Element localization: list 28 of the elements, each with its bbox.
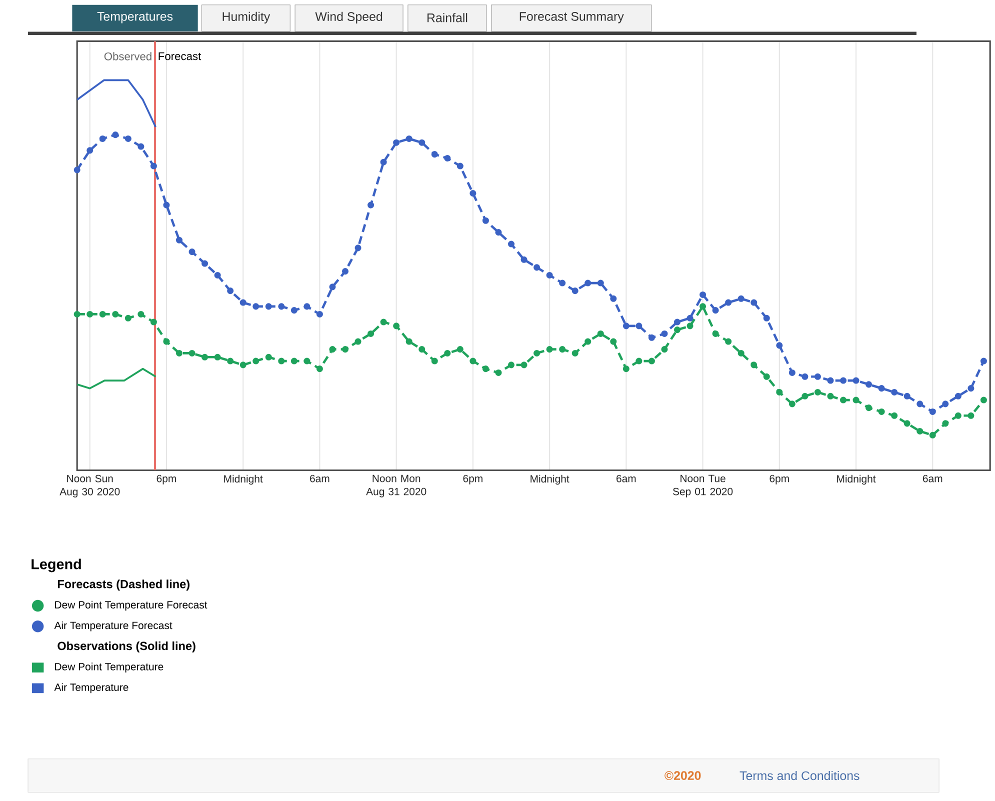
text: Forecast — [158, 52, 202, 60]
x-tick-label: Noon Sun Aug 30 2020 — [60, 474, 120, 498]
legend-label: Air Temperature — [54, 683, 128, 694]
text: Observed — [104, 52, 152, 60]
text: Observations (Solid line) — [58, 641, 196, 652]
text: Terms and Conditions — [740, 770, 860, 780]
x-tick-label: Midnight — [224, 474, 263, 485]
x-tick-label: 6am — [922, 474, 942, 482]
x-tick-label: Midnight — [837, 474, 876, 485]
text: Humidity — [222, 12, 270, 24]
text: Temperatures — [97, 12, 173, 24]
x-tick-label: 6am — [616, 474, 636, 482]
text: ©2020 — [664, 771, 701, 780]
x-tick-label: 6pm — [770, 474, 789, 484]
legend-label: Dew Point Temperature Forecast — [55, 600, 208, 611]
x-tick-label: Noon Tue Sep 01 2020 — [672, 474, 733, 498]
x-tick-label: Noon Mon Aug 31 2020 — [366, 474, 426, 498]
x-tick-label: Midnight — [530, 474, 570, 485]
x-tick-label: 6am — [310, 474, 330, 482]
text: Rainfall — [427, 13, 468, 22]
text: Forecasts (Dashed line) — [58, 580, 190, 591]
legend-title: Legend — [32, 558, 81, 572]
text: Wind Speed — [315, 12, 382, 24]
x-tick-label: 6pm — [156, 474, 176, 484]
x-tick-label: 6pm — [463, 474, 482, 484]
text: Forecast Summary — [520, 12, 624, 24]
legend-label: Air Temperature Forecast — [54, 621, 172, 632]
legend-label: Dew Point Temperature — [55, 662, 164, 672]
